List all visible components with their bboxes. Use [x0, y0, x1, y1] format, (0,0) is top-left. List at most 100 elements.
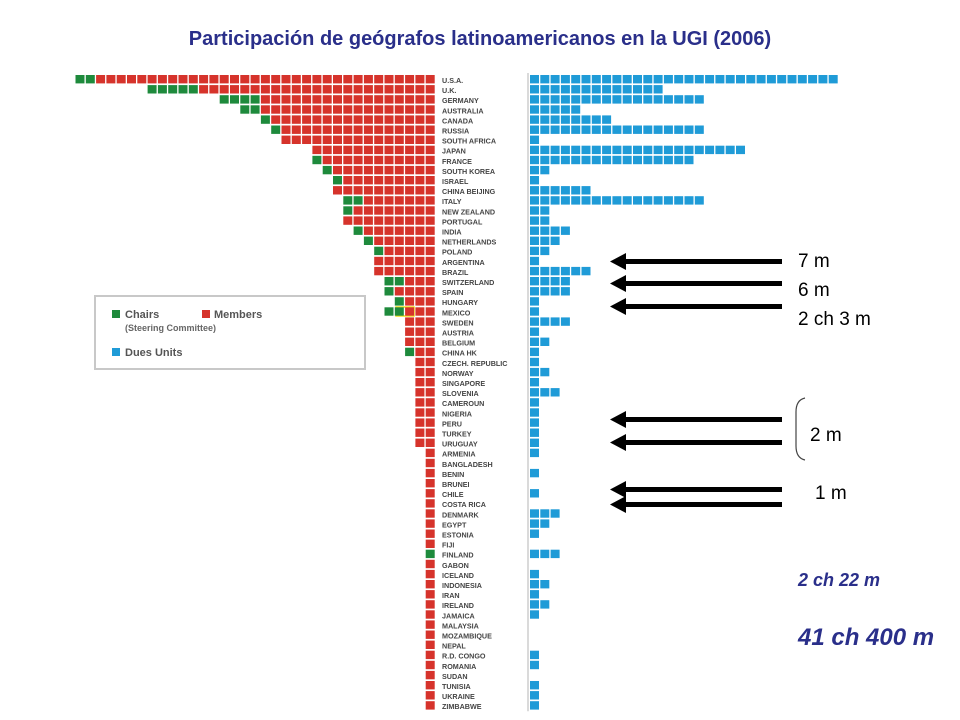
member-square: [353, 216, 363, 225]
dues-square: [540, 115, 550, 124]
country-label: BANGLADESH: [442, 460, 493, 469]
dues-square: [530, 509, 539, 518]
country-label: DENMARK: [442, 510, 480, 519]
row-portugal: PORTUGAL: [343, 216, 550, 226]
member-square: [425, 125, 435, 134]
member-square: [405, 135, 415, 144]
member-square: [343, 125, 353, 134]
member-square: [425, 681, 435, 690]
member-square: [394, 165, 404, 175]
member-square: [353, 105, 363, 114]
member-square: [425, 529, 435, 538]
dues-square: [540, 105, 550, 114]
dues-square: [653, 145, 663, 155]
dues-square: [560, 317, 570, 326]
member-square: [230, 85, 239, 94]
legend-box: [94, 295, 366, 370]
member-square: [281, 125, 291, 134]
row-nepal: NEPAL: [425, 640, 466, 651]
member-square: [405, 196, 415, 205]
country-label: SOUTH KOREA: [442, 167, 495, 176]
member-square: [374, 95, 384, 104]
member-square: [415, 266, 425, 276]
chair-square: [363, 236, 373, 245]
member-square: [363, 125, 373, 134]
member-square: [322, 145, 332, 155]
dues-square: [581, 196, 591, 205]
member-square: [333, 105, 342, 114]
member-square: [405, 95, 415, 104]
chair-square: [312, 155, 322, 165]
row-south-korea: SOUTH KOREA: [322, 165, 550, 176]
member-square: [425, 357, 435, 367]
dues-square: [571, 155, 581, 165]
row-egypt: EGYPT: [425, 519, 550, 529]
member-square: [374, 206, 384, 215]
member-square: [219, 85, 229, 94]
legend-label-dues: Dues Units: [125, 347, 182, 359]
dues-square: [643, 196, 653, 205]
dues-square: [808, 75, 818, 84]
dues-square: [540, 277, 550, 286]
annotation-6m: 6 m: [798, 280, 830, 301]
country-label: BRUNEI: [442, 480, 470, 489]
dues-square: [818, 75, 828, 84]
member-square: [425, 135, 435, 144]
member-square: [415, 297, 425, 306]
member-square: [271, 75, 281, 84]
member-square: [394, 135, 404, 144]
chair-square: [168, 85, 178, 94]
dues-square: [530, 610, 539, 619]
member-square: [425, 580, 435, 589]
dues-square: [530, 155, 539, 165]
dues-square: [633, 125, 642, 134]
dues-square: [540, 388, 550, 397]
member-square: [415, 236, 425, 245]
member-square: [333, 95, 342, 104]
country-label: SLOVENIA: [442, 389, 479, 398]
member-square: [291, 125, 301, 134]
dues-square: [725, 145, 735, 155]
member-square: [384, 145, 394, 155]
dues-square: [663, 145, 673, 155]
member-square: [425, 620, 435, 629]
dues-square: [550, 145, 560, 155]
member-square: [271, 105, 281, 114]
dues-square: [530, 529, 539, 538]
dues-square: [560, 125, 570, 134]
dues-square: [591, 85, 601, 94]
dues-square: [560, 115, 570, 124]
member-square: [343, 155, 353, 165]
dues-square: [653, 95, 663, 104]
member-square: [333, 115, 342, 124]
chair-square: [374, 246, 384, 256]
row-turkey: TURKEY: [415, 428, 539, 439]
dues-square: [612, 85, 622, 94]
member-square: [394, 75, 404, 84]
dues-square: [550, 75, 560, 84]
chair-square: [85, 75, 95, 84]
country-label: TUNISIA: [442, 682, 471, 691]
row-spain: SPAIN: [384, 287, 570, 297]
row-ireland: IRELAND: [425, 600, 550, 610]
member-square: [374, 125, 384, 134]
chair-square: [394, 307, 404, 316]
member-square: [281, 75, 291, 84]
member-square: [260, 85, 270, 94]
dues-square: [550, 186, 560, 195]
dues-square: [571, 75, 581, 84]
member-square: [343, 95, 353, 104]
member-square: [425, 186, 435, 195]
country-label: CZECH. REPUBLIC: [442, 359, 508, 368]
member-square: [405, 105, 415, 114]
dues-square: [581, 266, 591, 276]
chair-square: [322, 165, 332, 175]
chair-square: [240, 95, 250, 104]
dues-square: [684, 196, 694, 205]
member-square: [405, 266, 415, 276]
member-square: [394, 95, 404, 104]
dues-square: [602, 115, 612, 124]
dues-square: [560, 145, 570, 155]
member-square: [405, 125, 415, 134]
dues-square: [602, 75, 612, 84]
